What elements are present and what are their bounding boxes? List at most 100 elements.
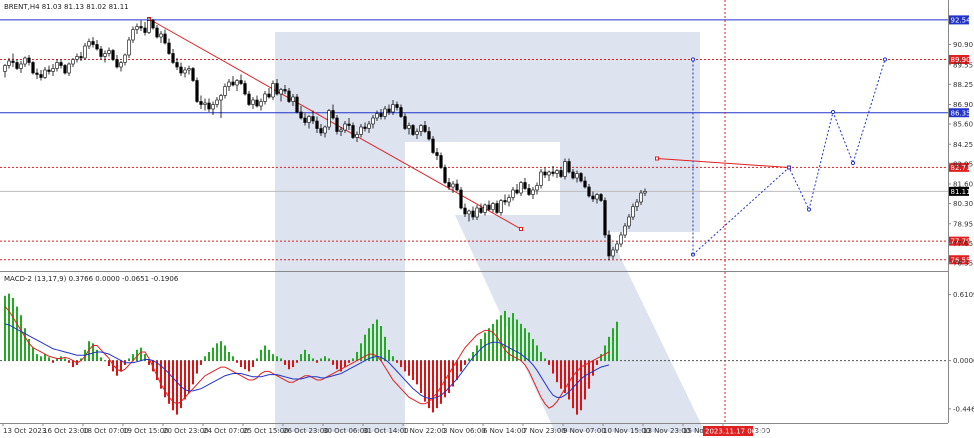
macd-histogram-bar [552, 360, 554, 374]
macd-tick-label: 0.0000 [953, 357, 974, 365]
macd-histogram-bar [232, 356, 234, 361]
candle-body [363, 126, 367, 129]
candle-body [399, 107, 403, 117]
macd-histogram-bar [616, 321, 618, 361]
macd-histogram-bar [240, 360, 242, 368]
macd-histogram-bar [300, 354, 302, 361]
candle-body [267, 93, 271, 98]
price-tick-label: 85.60 [953, 121, 973, 129]
candle-body [591, 195, 595, 200]
candle-body [467, 210, 471, 215]
candle-body [459, 189, 463, 209]
forecast-line [692, 59, 886, 255]
candle-body [471, 210, 475, 218]
macd-line [4, 306, 610, 409]
candle-body [255, 99, 259, 107]
candle-body [23, 57, 27, 65]
macd-histogram-bar [392, 356, 394, 361]
candle-body [171, 53, 175, 63]
macd-histogram-bar [308, 354, 310, 361]
macd-histogram-bar [120, 360, 122, 372]
macd-histogram-bar [208, 351, 210, 361]
time-tick-label: 10 Nov 15:00 [603, 427, 650, 435]
candle-body [423, 125, 427, 132]
macd-histogram-bar [40, 356, 42, 361]
candle-body [447, 182, 451, 188]
time-tick-label: 24 Oct 07:00 [203, 427, 249, 435]
level-tag [949, 162, 969, 172]
candle-body [427, 131, 431, 140]
candle-body [515, 189, 519, 194]
candle-body [547, 171, 551, 176]
macd-histogram-bar [452, 360, 454, 387]
candle-body [491, 203, 495, 210]
candle-body [599, 194, 603, 201]
price-tick-label: 81.60 [953, 181, 973, 189]
macd-histogram-bar [360, 343, 362, 361]
macd-histogram-bar [504, 310, 506, 361]
candle-body [531, 189, 535, 195]
candle-body [139, 26, 143, 29]
candle-body [379, 113, 383, 117]
candle-body [475, 207, 479, 218]
macd-histogram-bar [384, 336, 386, 361]
macd-histogram-bar [272, 354, 274, 361]
macd-histogram-bar [104, 360, 106, 362]
macd-histogram-bar [280, 358, 282, 361]
level-tag [949, 186, 969, 196]
candle-body [131, 29, 135, 41]
candle-body [559, 170, 563, 177]
candle-body [31, 62, 35, 74]
candle-body [511, 189, 515, 198]
candle-body [179, 66, 183, 74]
macd-histogram-bar [164, 360, 166, 398]
candle-body [183, 69, 187, 74]
macd-histogram-bar [604, 345, 606, 361]
candle-body [215, 99, 219, 105]
candle-body [79, 56, 83, 59]
macd-histogram-bar [284, 360, 286, 365]
level-tag [949, 108, 969, 118]
candle-body [479, 207, 483, 213]
candle-body [207, 102, 211, 110]
price-tick-label: 80.30 [953, 200, 973, 208]
macd-histogram-bar [568, 360, 570, 400]
macd-histogram-bar [12, 297, 14, 361]
macd-histogram-bar [324, 356, 326, 361]
candle-body [11, 60, 15, 63]
candle-body [247, 93, 251, 105]
candle-body [419, 125, 423, 132]
macd-histogram-bar [572, 360, 574, 409]
macd-histogram-bar [28, 339, 30, 361]
candle-body [439, 155, 443, 168]
candle-body [259, 101, 263, 107]
candle-body [387, 108, 391, 113]
macd-histogram-bar [68, 360, 70, 363]
candle-body [483, 204, 487, 213]
macd-histogram-bar [404, 360, 406, 372]
macd-histogram-bar [496, 319, 498, 361]
macd-histogram-bar [320, 358, 322, 361]
macd-histogram-bar [140, 347, 142, 361]
macd-histogram-bar [136, 349, 138, 361]
candle-body [63, 65, 67, 74]
macd-histogram-bar [376, 319, 378, 361]
macd-histogram-bar [564, 360, 566, 393]
candle-body [631, 206, 635, 218]
candle-body [303, 117, 307, 123]
time-tick-label: 16 Oct 23:00 [43, 427, 89, 435]
macd-histogram-bar [260, 349, 262, 361]
macd-histogram-bar [436, 360, 438, 409]
candle-body [587, 186, 591, 197]
macd-histogram-bar [184, 360, 186, 400]
candle-body [43, 69, 47, 78]
macd-histogram-bar [500, 315, 502, 361]
macd-tick-label: 0.6109 [953, 291, 974, 299]
macd-histogram-bar [292, 360, 294, 368]
macd-histogram-bar [576, 360, 578, 415]
candle-body [211, 104, 215, 110]
forecast-point [830, 109, 836, 115]
macd-histogram-bar [524, 328, 526, 361]
macd-histogram-bar [48, 357, 50, 361]
